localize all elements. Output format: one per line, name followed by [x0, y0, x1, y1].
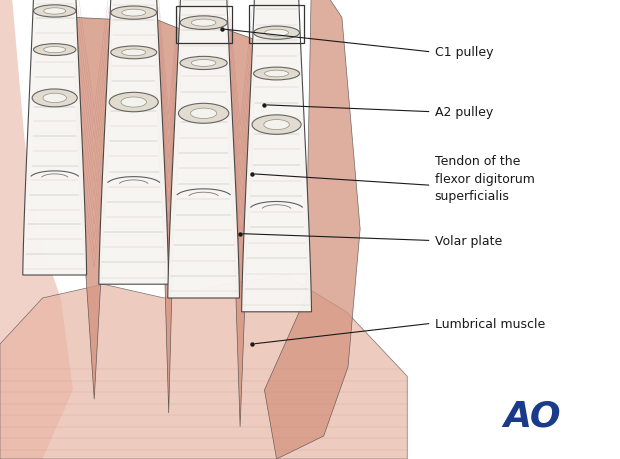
Ellipse shape — [122, 10, 146, 17]
Ellipse shape — [43, 94, 66, 103]
Ellipse shape — [43, 9, 66, 15]
Bar — [249, 6, 304, 44]
Ellipse shape — [109, 93, 158, 112]
Bar — [175, 7, 232, 44]
Text: Volar plate: Volar plate — [435, 235, 502, 247]
Ellipse shape — [180, 17, 227, 30]
Text: Lumbrical muscle: Lumbrical muscle — [435, 317, 545, 330]
Ellipse shape — [254, 27, 299, 40]
Ellipse shape — [190, 109, 217, 119]
Ellipse shape — [33, 45, 76, 56]
Ellipse shape — [265, 71, 288, 78]
Ellipse shape — [192, 20, 216, 27]
Polygon shape — [226, 30, 255, 427]
Ellipse shape — [122, 50, 146, 56]
Text: A2 pulley: A2 pulley — [435, 106, 493, 119]
Ellipse shape — [254, 68, 299, 81]
Ellipse shape — [252, 116, 301, 135]
Ellipse shape — [179, 104, 229, 124]
Ellipse shape — [121, 98, 146, 108]
Polygon shape — [0, 275, 407, 459]
Ellipse shape — [43, 47, 66, 54]
Text: AO: AO — [503, 398, 560, 432]
Ellipse shape — [111, 7, 157, 20]
Polygon shape — [23, 0, 87, 275]
Ellipse shape — [265, 30, 288, 37]
Text: C1 pulley: C1 pulley — [435, 46, 493, 59]
Polygon shape — [0, 0, 73, 459]
Polygon shape — [242, 0, 311, 312]
Polygon shape — [264, 0, 360, 459]
Ellipse shape — [32, 90, 78, 107]
Ellipse shape — [111, 47, 157, 60]
Ellipse shape — [264, 120, 290, 130]
Text: Tendon of the
flexor digitorum
superficialis: Tendon of the flexor digitorum superfici… — [435, 155, 534, 203]
Ellipse shape — [33, 6, 76, 18]
Polygon shape — [75, 18, 112, 399]
Polygon shape — [99, 0, 169, 285]
Polygon shape — [168, 0, 239, 298]
Ellipse shape — [192, 61, 216, 67]
Polygon shape — [156, 20, 181, 413]
Ellipse shape — [180, 57, 227, 70]
